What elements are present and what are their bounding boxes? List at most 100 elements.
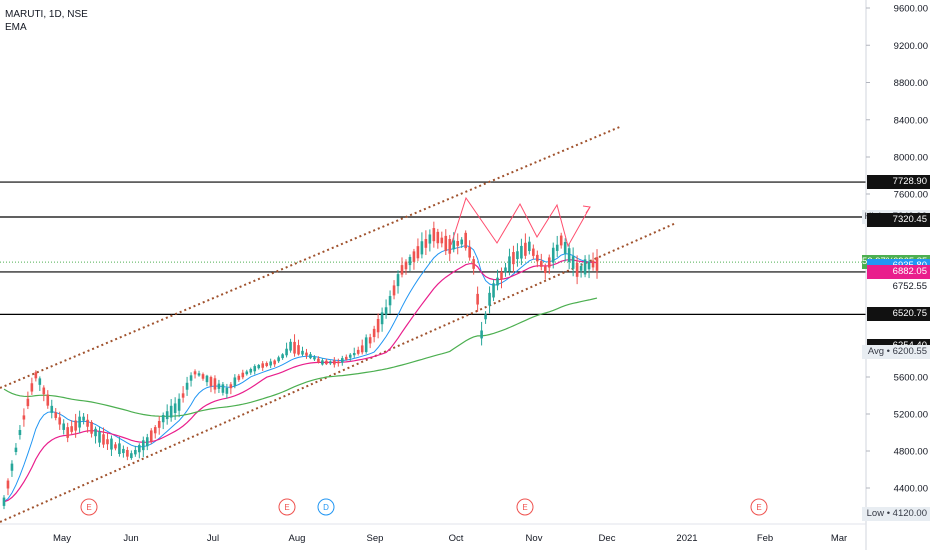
ema-lines	[3, 244, 598, 503]
candle-body	[50, 405, 54, 413]
candle-body	[241, 372, 245, 378]
price-label-support-6882: 6882.05	[867, 264, 930, 279]
candle-body	[540, 261, 543, 267]
ema-mid-line	[3, 259, 598, 503]
candle-body	[333, 360, 336, 365]
candle-body	[440, 237, 444, 244]
candle-body	[265, 363, 268, 367]
candle-body	[341, 358, 344, 363]
candle-body	[30, 383, 34, 392]
candle-body	[253, 366, 257, 372]
y-tick-label: 5200.00	[894, 410, 928, 421]
candle-body	[62, 423, 65, 430]
candle-body	[356, 349, 360, 354]
candle-body	[348, 354, 352, 358]
candle-body	[185, 382, 189, 390]
candle-body	[563, 242, 567, 254]
candle-body	[197, 373, 201, 376]
x-tick-label: Feb	[757, 533, 773, 544]
candle-body	[424, 239, 428, 248]
candle-body	[480, 330, 483, 339]
candle-body	[591, 260, 595, 268]
candle-body	[165, 411, 169, 420]
candle-body	[34, 372, 38, 379]
candle-body	[388, 296, 392, 306]
candle-body	[372, 328, 376, 338]
candle-body	[484, 314, 487, 320]
y-tick-label: 4400.00	[894, 484, 928, 495]
event-marker-e	[516, 498, 534, 516]
event-letter: E	[284, 503, 289, 512]
candle-body	[428, 234, 432, 244]
chart-title: MARUTI, 1D, NSE EMA	[5, 8, 88, 34]
candle-body	[360, 345, 364, 353]
candle-body	[257, 364, 261, 369]
candle-body	[524, 242, 527, 256]
candle-body	[177, 398, 181, 411]
event-marker-e	[750, 498, 768, 516]
candle-body	[448, 238, 452, 254]
candle-body	[193, 371, 197, 375]
candle-body	[102, 434, 105, 445]
candle-body	[317, 358, 320, 363]
x-tick-label: Jun	[123, 533, 138, 544]
candle-body	[78, 416, 81, 428]
candle-body	[460, 239, 463, 245]
candle-body	[512, 252, 515, 265]
candle-body	[436, 231, 440, 244]
x-tick-label: 2021	[676, 533, 697, 544]
x-tick-label: Aug	[289, 533, 306, 544]
candle-body	[14, 447, 18, 453]
candle-body	[74, 420, 77, 431]
candle-body	[157, 420, 161, 428]
candle-body	[468, 246, 471, 258]
candle-body	[134, 449, 137, 455]
y-tick-label: 8000.00	[894, 153, 928, 164]
channel-upper	[0, 125, 623, 389]
event-letter: E	[756, 503, 761, 512]
candles	[2, 221, 599, 510]
candle-body	[213, 378, 217, 390]
candle-body	[281, 354, 284, 359]
candle-body	[464, 232, 467, 249]
candle-body	[6, 480, 10, 489]
candle-body	[293, 341, 296, 354]
candle-body	[384, 307, 388, 315]
candle-body	[555, 244, 559, 251]
symbol-title: MARUTI, 1D, NSE	[5, 9, 88, 20]
candle-body	[201, 374, 205, 379]
candle-body	[492, 283, 495, 298]
candle-body	[400, 265, 404, 275]
candle-body	[273, 360, 276, 365]
event-marker-d	[317, 498, 335, 516]
candle-body	[380, 312, 384, 325]
candle-body	[516, 251, 519, 260]
event-letter: E	[86, 503, 91, 512]
candle-body	[305, 352, 308, 356]
y-tick-label: 4800.00	[894, 447, 928, 458]
candle-body	[313, 357, 316, 360]
candle-body	[233, 377, 237, 386]
candle-body	[189, 375, 193, 381]
price-label-level-7320: 7320.45	[867, 213, 930, 228]
candle-body	[94, 428, 97, 437]
ema-long-line	[3, 297, 598, 417]
x-tick-label: Dec	[599, 533, 616, 544]
candle-body	[237, 375, 241, 380]
candle-body	[22, 415, 26, 420]
x-tick-label: Sep	[367, 533, 384, 544]
candle-body	[106, 439, 109, 445]
candle-body	[145, 437, 149, 447]
candle-body	[432, 228, 436, 242]
candle-body	[98, 431, 101, 443]
ema-short-line	[3, 244, 598, 503]
candle-body	[456, 240, 460, 246]
event-marker-e	[80, 498, 98, 516]
candle-body	[142, 440, 145, 451]
y-tick-label: 8800.00	[894, 78, 928, 89]
candle-body	[392, 285, 396, 296]
